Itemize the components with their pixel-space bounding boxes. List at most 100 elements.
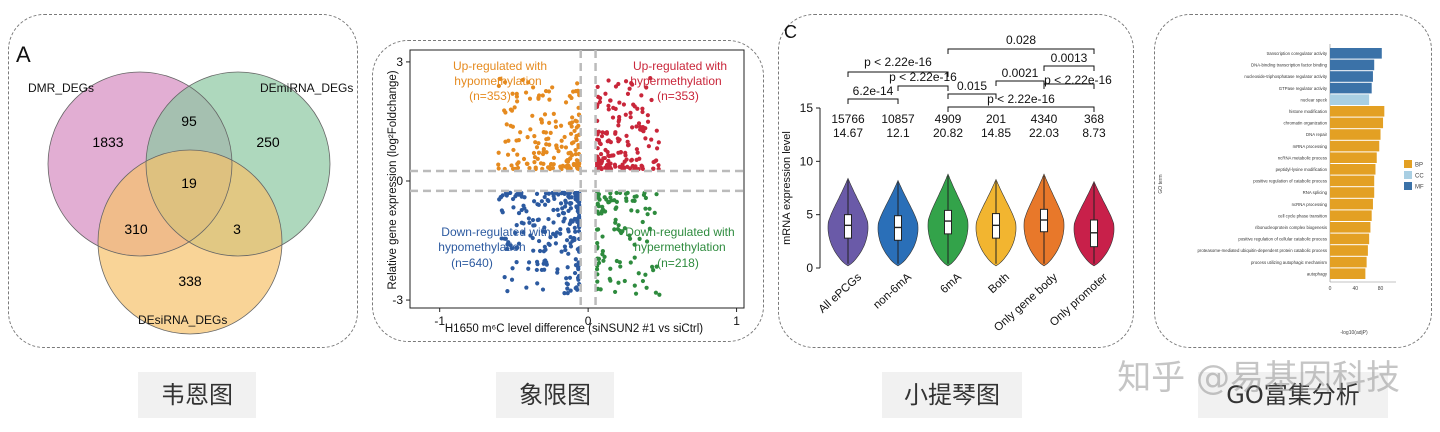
- go-bar: [1330, 175, 1375, 187]
- venn-region-value: 310: [124, 221, 148, 237]
- go-x-axis-label: -log10(adjP): [1340, 330, 1368, 336]
- scatter-point: [566, 227, 571, 232]
- scatter-point: [515, 99, 520, 104]
- scatter-point: [612, 289, 618, 295]
- scatter-point: [619, 166, 625, 171]
- x-tick-label: 1: [733, 314, 740, 328]
- scatter-point: [514, 192, 519, 197]
- scatter-point: [573, 257, 578, 262]
- significance-bracket: [995, 80, 1045, 86]
- scatter-point: [656, 140, 661, 145]
- scatter-point: [644, 239, 650, 244]
- go-bar: [1330, 233, 1370, 245]
- scatter-point: [643, 272, 648, 277]
- scatter-point: [604, 165, 610, 170]
- go-bar: [1330, 106, 1385, 117]
- scatter-point: [606, 199, 612, 205]
- scatter-point: [638, 124, 643, 129]
- scatter-point: [646, 144, 651, 149]
- significance-label: p < 2.22e-16: [889, 70, 957, 84]
- violin-box: [944, 209, 952, 235]
- go-panel: [1154, 14, 1432, 348]
- caption-quadrant: 象限图: [496, 372, 614, 418]
- scatter-point: [504, 193, 509, 198]
- scatter-point: [498, 76, 503, 81]
- scatter-point: [568, 206, 573, 211]
- scatter-point: [516, 160, 521, 165]
- go-term-label: peptidyl-lysine modification: [1276, 167, 1328, 172]
- scatter-point: [643, 195, 648, 201]
- scatter-point: [496, 83, 501, 89]
- significance-label: 0.015: [957, 79, 987, 93]
- go-term-label: process utilizing autophagic mechanism: [1251, 260, 1327, 265]
- scatter-point: [596, 256, 602, 262]
- panel-letter-c: C: [784, 22, 797, 42]
- scatter-point: [596, 163, 601, 169]
- venn-set-label-dmr: DMR_DEGs: [28, 81, 94, 95]
- go-bar: [1330, 48, 1382, 59]
- violin-category-label: All ePCGs: [817, 271, 865, 316]
- scatter-point: [653, 290, 659, 295]
- go-bar: [1330, 71, 1373, 82]
- scatter-point: [648, 76, 653, 81]
- scatter-point: [539, 117, 544, 123]
- scatter-point: [629, 158, 634, 163]
- go-term-label: DNA-binding transcription factor binding: [1251, 63, 1328, 68]
- scatter-point: [637, 156, 642, 161]
- scatter-point: [605, 139, 610, 144]
- scatter-point: [556, 213, 561, 218]
- scatter-point: [547, 242, 552, 248]
- quadrant-chart: Up-regulated with hypomethylation (n=353…: [387, 49, 745, 335]
- scatter-point: [536, 150, 542, 155]
- scatter-point: [565, 282, 570, 287]
- go-term-label: GTPase regulator activity: [1279, 86, 1328, 91]
- scatter-point: [512, 105, 517, 110]
- quad-label-ul-line2: hypomethylation: [454, 74, 541, 88]
- significance-bracket: [897, 85, 949, 91]
- scatter-point: [531, 85, 536, 90]
- scatter-point: [613, 84, 619, 89]
- scatter-point: [535, 281, 540, 286]
- scatter-point: [614, 258, 619, 264]
- scatter-point: [554, 230, 560, 235]
- scatter-point: [657, 292, 662, 297]
- scatter-point: [505, 152, 511, 157]
- scatter-point: [623, 150, 628, 155]
- venn-region-value: 3: [233, 221, 241, 237]
- y-tick-label: 0: [806, 261, 813, 275]
- scatter-point: [555, 207, 560, 212]
- scatter-point: [565, 265, 570, 270]
- go-term-label: positive regulation of catabolic process: [1253, 179, 1327, 184]
- go-term-label: DNA repair: [1306, 132, 1328, 137]
- scatter-point: [505, 246, 510, 252]
- scatter-point: [563, 145, 569, 150]
- scatter-point: [562, 291, 567, 296]
- scatter-point: [563, 204, 568, 209]
- quad-label-lr-line1: Down-regulated with: [625, 225, 734, 239]
- quadrant-plot-frame: [409, 49, 745, 309]
- scatter-point: [555, 267, 560, 272]
- scatter-point: [551, 155, 557, 160]
- scatter-point: [508, 190, 513, 196]
- scatter-point: [573, 147, 578, 153]
- scatter-point: [606, 107, 611, 112]
- scatter-point: [627, 86, 632, 91]
- scatter-point: [574, 119, 579, 124]
- violin-y-axis-label: mRNA expression level: [781, 131, 793, 245]
- scatter-point: [534, 259, 540, 264]
- quad-y-axis-label: Relative gene expression (log²Foldchange…: [387, 70, 399, 289]
- scatter-point: [539, 199, 544, 204]
- y-tick-label: 10: [800, 154, 814, 168]
- scatter-point: [511, 147, 516, 153]
- scatter-point: [558, 201, 564, 206]
- scatter-point: [608, 161, 613, 166]
- scatter-point: [628, 110, 633, 115]
- scatter-point: [654, 158, 659, 163]
- scatter-point: [509, 246, 514, 251]
- scatter-point: [654, 192, 659, 197]
- scatter-point: [567, 221, 572, 227]
- venn-chart: A DMR_DEGs DEmiRNA_DEGs DEsiRNA_DEGs 183…: [16, 42, 353, 335]
- scatter-point: [621, 102, 627, 107]
- go-bar: [1330, 268, 1366, 279]
